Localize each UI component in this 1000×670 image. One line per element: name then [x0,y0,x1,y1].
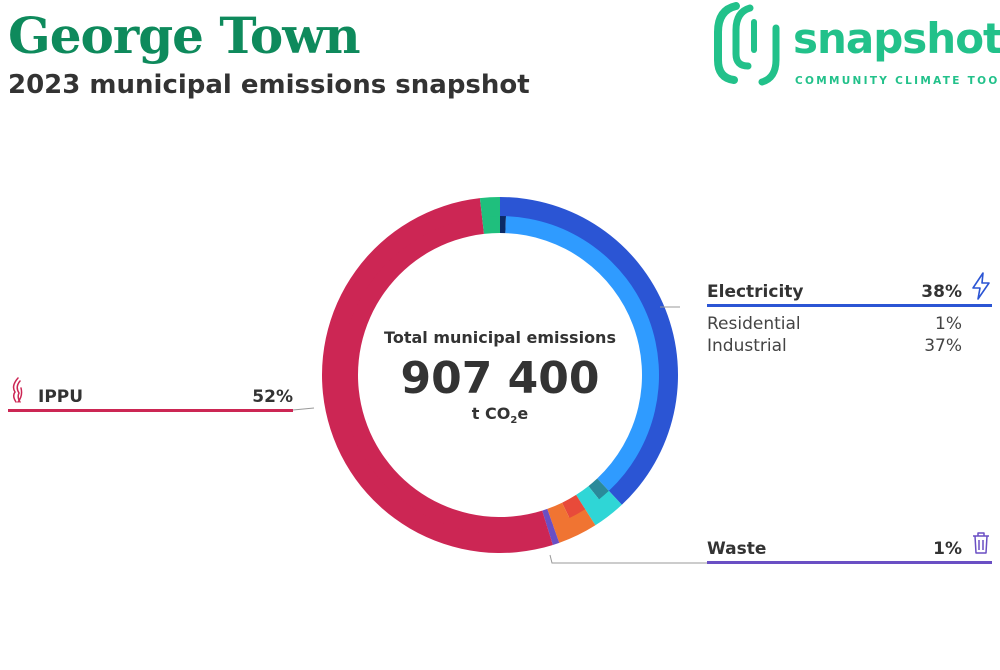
outer-segment-other-2 [552,508,596,543]
inner-segment-other-4 [562,494,586,519]
outer-segment-other-5 [479,197,500,219]
page-subtitle: 2023 municipal emissions snapshot [8,70,530,100]
inner-segment-electricity-residential-0 [500,216,506,234]
residential-label: Residential [707,314,801,334]
inner-segment-other-3 [576,486,600,510]
ippu-pct: 52% [252,387,293,407]
residential-pct: 1% [935,314,962,334]
snapshot-logo-icon [714,2,780,86]
industrial-label: Industrial [707,336,787,356]
total-emissions-value: 907 400 [400,353,600,404]
brand-name: snapshot [793,14,1000,63]
total-emissions-unit: t CO2e [471,404,529,427]
electricity-underline [707,304,992,307]
electricity-pct: 38% [921,282,962,302]
inner-segment-electricity-industrial-1 [505,216,659,491]
ippu-underline [8,409,293,412]
inner-segment-other-8 [482,216,500,234]
waste-leader-line [549,554,707,564]
electricity-label: Electricity [707,282,804,302]
lightning-icon [972,272,990,300]
inner-ring [341,216,659,535]
outer-segment-waste-3 [546,523,560,545]
total-emissions-label: Total municipal emissions [384,328,616,347]
outer-segment-other-1 [584,490,622,526]
inner-segment-other-2 [588,478,609,500]
brand-tagline: COMMUNITY CLIMATE TOOL [795,75,1000,87]
ippu-label: IPPU [38,387,84,407]
inner-segment-other-5 [547,502,570,525]
industrial-pct: 37% [924,336,962,356]
flame-icon [12,377,23,403]
outer-ring [322,197,678,553]
inner-segment-waste-6 [542,508,553,527]
trash-bin-icon [973,532,989,554]
waste-pct: 1% [933,539,962,559]
ippu-leader-line [292,407,315,411]
page-title: George Town [8,6,361,65]
outer-segment-electricity-0 [500,197,678,505]
waste-label: Waste [707,539,767,559]
waste-underline [707,561,992,564]
